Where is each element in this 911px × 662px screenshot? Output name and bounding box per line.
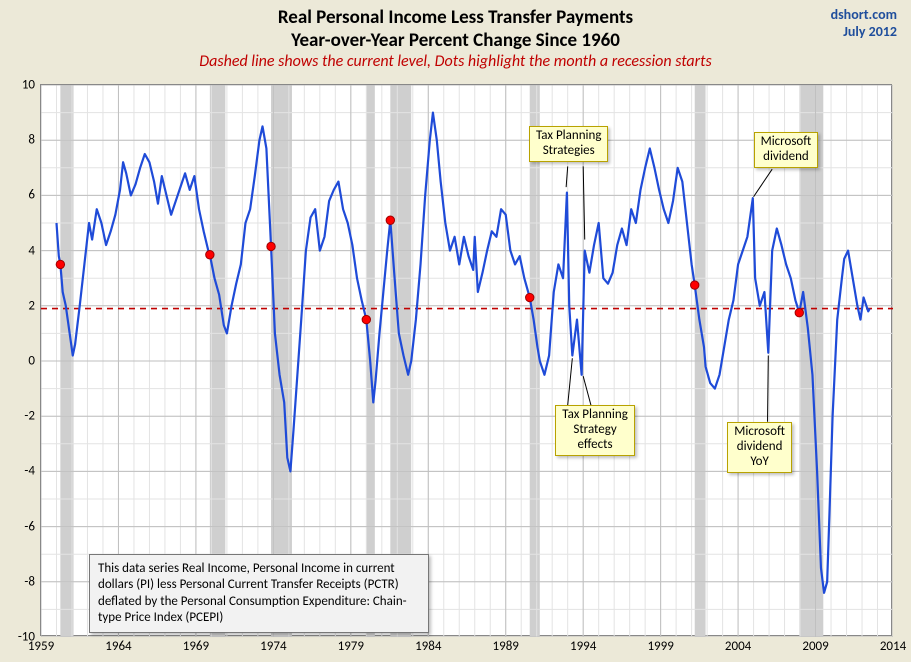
x-tick-label: 1994 [570,639,596,654]
annotation-tax-planning-strategies: Tax PlanningStrategies [529,126,609,162]
y-tick-label: -2 [24,409,35,424]
x-tick-label: 1979 [338,639,364,654]
branding-date: July 2012 [831,23,897,40]
y-tick-label: 2 [28,298,35,313]
x-tick-label: 2009 [802,639,828,654]
y-tick-label: 6 [28,188,35,203]
annotation-microsoft-dividend: Microsoftdividend [754,132,819,168]
y-tick-label: -6 [24,519,35,534]
chart-container: Real Personal Income Less Transfer Payme… [0,0,911,662]
recession-start-marker [206,251,214,259]
y-tick-label: -4 [24,464,35,479]
x-tick-label: 1989 [493,639,519,654]
x-tick-label: 1964 [105,639,131,654]
x-tick-label: 1984 [415,639,441,654]
x-tick-label: 1959 [28,639,54,654]
recession-start-marker [56,260,64,268]
branding-site: dshort.com [831,6,897,23]
y-tick-label: 8 [28,133,35,148]
branding: dshort.com July 2012 [831,6,897,40]
annotation-leader [768,355,769,421]
plot-area: -10-8-6-4-202468101959196419691974197919… [40,84,892,636]
x-tick-label: 1969 [183,639,209,654]
x-tick-label: 1999 [647,639,673,654]
annotation-leader [583,376,591,405]
x-tick-label: 1974 [260,639,286,654]
chart-title-2: Year-over-Year Percent Change Since 1960 [0,29,911,52]
y-tick-label: 0 [28,354,35,369]
recession-start-marker [267,242,275,250]
x-tick-label: 2014 [880,639,906,654]
x-tick-label: 2004 [725,639,751,654]
recession-start-marker [691,281,699,289]
recession-start-marker [386,216,394,224]
annotation-tax-planning-effects: Tax PlanningStrategyeffects [555,405,635,456]
income-yoy-series [56,113,869,593]
annotation-leader [568,358,573,405]
annotation-microsoft-dividend-yoy: MicrosoftdividendYoY [727,422,792,473]
y-tick-label: 4 [28,243,35,258]
chart-title-1: Real Personal Income Less Transfer Payme… [0,6,911,29]
recession-start-marker [526,293,534,301]
y-tick-label: 10 [22,78,35,93]
y-tick-label: -8 [24,574,35,589]
recession-start-marker [795,309,803,317]
title-block: Real Personal Income Less Transfer Payme… [0,6,911,71]
data-source-note: This data series Real Income, Personal I… [89,554,429,633]
recession-start-marker [362,315,370,323]
chart-subtitle: Dashed line shows the current level, Dot… [0,52,911,71]
